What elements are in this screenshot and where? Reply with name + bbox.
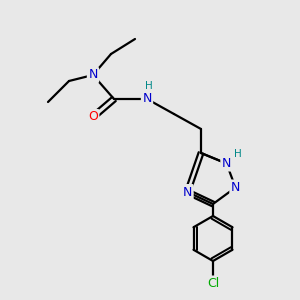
Text: N: N — [142, 92, 152, 106]
Text: H: H — [234, 149, 242, 159]
Text: N: N — [231, 181, 240, 194]
Text: H: H — [145, 81, 152, 92]
Text: N: N — [88, 68, 98, 82]
Text: O: O — [88, 110, 98, 124]
Text: N: N — [222, 157, 231, 170]
Text: N: N — [183, 185, 192, 199]
Text: Cl: Cl — [207, 277, 219, 290]
